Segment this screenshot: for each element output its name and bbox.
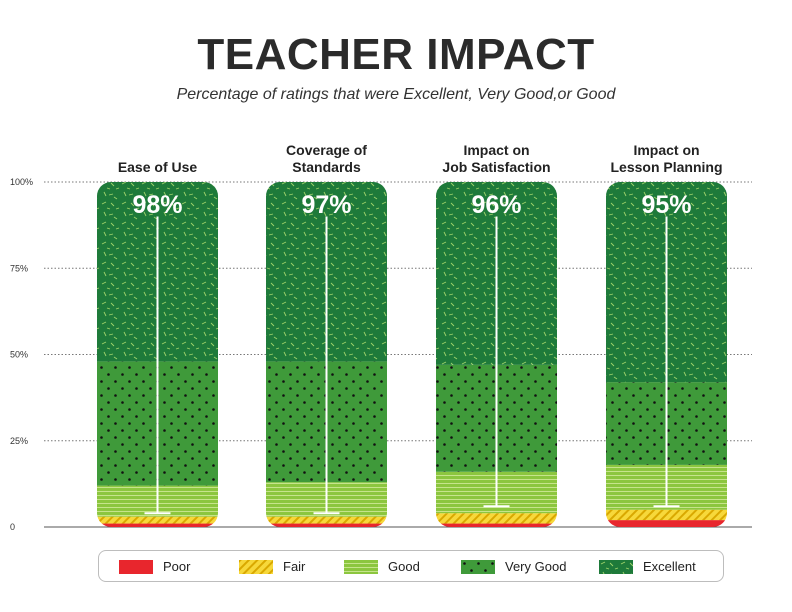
legend-label-excellent: Excellent [643, 559, 696, 574]
y-tick-label: 50% [10, 350, 28, 360]
chart-subtitle: Percentage of ratings that were Excellen… [176, 86, 616, 103]
legend: Poor Fair Good Very Good Excellent [98, 550, 724, 582]
y-axis-ticks: 0 25% 50% 75% 100% [10, 177, 33, 532]
legend-label-fair: Fair [283, 559, 306, 574]
legend-swatch-very-good [461, 560, 495, 574]
total-label: 97% [301, 191, 351, 219]
y-tick-label: 0 [10, 522, 15, 532]
y-tick-label: 25% [10, 436, 28, 446]
error-bars [144, 216, 680, 515]
stacked-bar-chart: 0 25% 50% 75% 100% Ease of Use Coverage of Sta… [10, 142, 752, 532]
bar-segment-poor [97, 523, 218, 527]
bar-segment-poor [436, 523, 557, 527]
total-label: 96% [471, 191, 521, 219]
category-label: Impact on Job Satisfaction [442, 142, 550, 175]
y-tick-label: 100% [10, 177, 33, 187]
category-labels: Ease of Use Coverage of Standards Impact on… [118, 142, 723, 175]
legend-swatch-fair [239, 560, 273, 574]
total-label: 98% [132, 191, 182, 219]
category-label: Impact on Lesson Planning [610, 142, 722, 175]
total-label: 95% [641, 191, 691, 219]
legend-label-good: Good [388, 559, 420, 574]
category-label: Ease of Use [118, 159, 198, 175]
y-tick-label: 75% [10, 263, 28, 273]
legend-label-poor: Poor [163, 559, 191, 574]
bar-segment-fair [606, 509, 727, 521]
bar-segment-fair [436, 513, 557, 524]
legend-label-very-good: Very Good [505, 559, 567, 574]
chart-title: TEACHER IMPACT [197, 30, 595, 79]
category-label: Coverage of Standards [286, 142, 367, 175]
legend-swatch-excellent [599, 560, 633, 574]
total-labels: 98% 97% 96% 95% [132, 191, 691, 219]
legend-swatch-good [344, 560, 378, 574]
bar-segment-poor [266, 523, 387, 527]
bar-segment-fair [266, 516, 387, 524]
legend-swatch-poor [119, 560, 153, 574]
bar-segment-fair [97, 516, 218, 524]
bar-segment-poor [606, 520, 727, 527]
